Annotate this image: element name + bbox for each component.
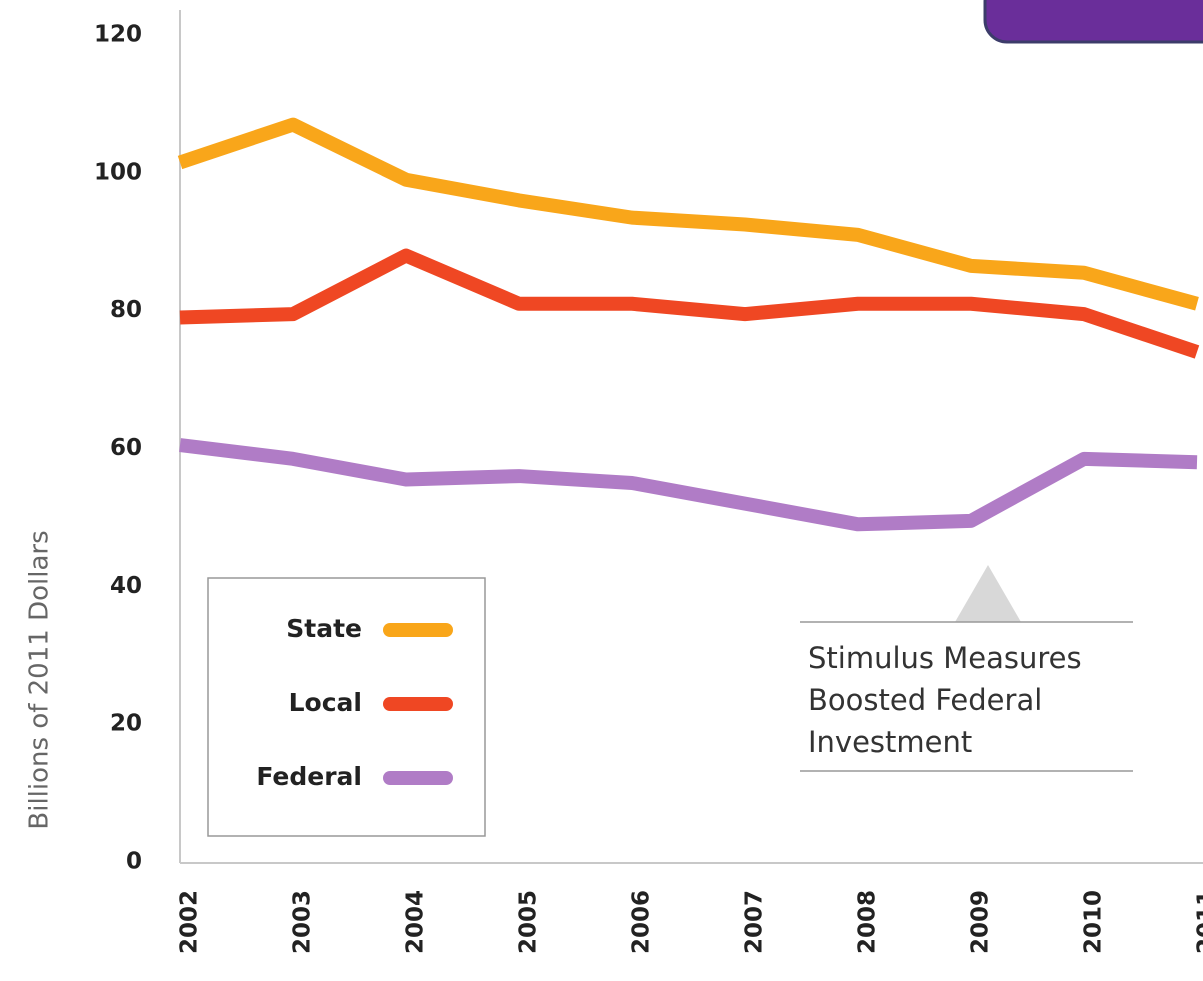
x-tick-label: 2009: [968, 890, 994, 954]
x-tick-label: 2002: [177, 890, 203, 954]
annotation-text: Stimulus Measures: [808, 641, 1082, 675]
y-tick-label: 40: [110, 573, 142, 599]
x-tick-label: 2007: [742, 890, 768, 954]
x-tick-label: 2006: [629, 890, 655, 954]
header-badge: [983, 0, 1203, 44]
annotation-text: Boosted Federal: [808, 683, 1042, 717]
series-line: [179, 248, 1200, 359]
x-tick-label: 2008: [855, 890, 881, 954]
series-line: [179, 438, 1198, 532]
x-tick-label: 2005: [516, 890, 542, 954]
x-tick-label: 2004: [403, 890, 429, 954]
x-tick-label: 2003: [290, 890, 316, 954]
x-tick-label: 2010: [1081, 890, 1107, 954]
y-tick-label: 100: [94, 159, 142, 185]
annotation-arrow: [955, 565, 1021, 622]
y-tick-label: 60: [110, 435, 142, 461]
annotation-text: Investment: [808, 725, 972, 759]
series-line: [177, 117, 1199, 311]
y-tick-label: 0: [126, 849, 142, 875]
legend-label: Local: [289, 688, 362, 717]
x-tick-label: 2011: [1194, 890, 1203, 954]
y-tick-label: 80: [110, 297, 142, 323]
legend-label: Federal: [256, 762, 362, 791]
y-axis-title: Billions of 2011 Dollars: [25, 530, 55, 829]
y-tick-label: 20: [110, 711, 142, 737]
y-tick-label: 120: [94, 22, 142, 48]
legend-label: State: [286, 614, 362, 643]
